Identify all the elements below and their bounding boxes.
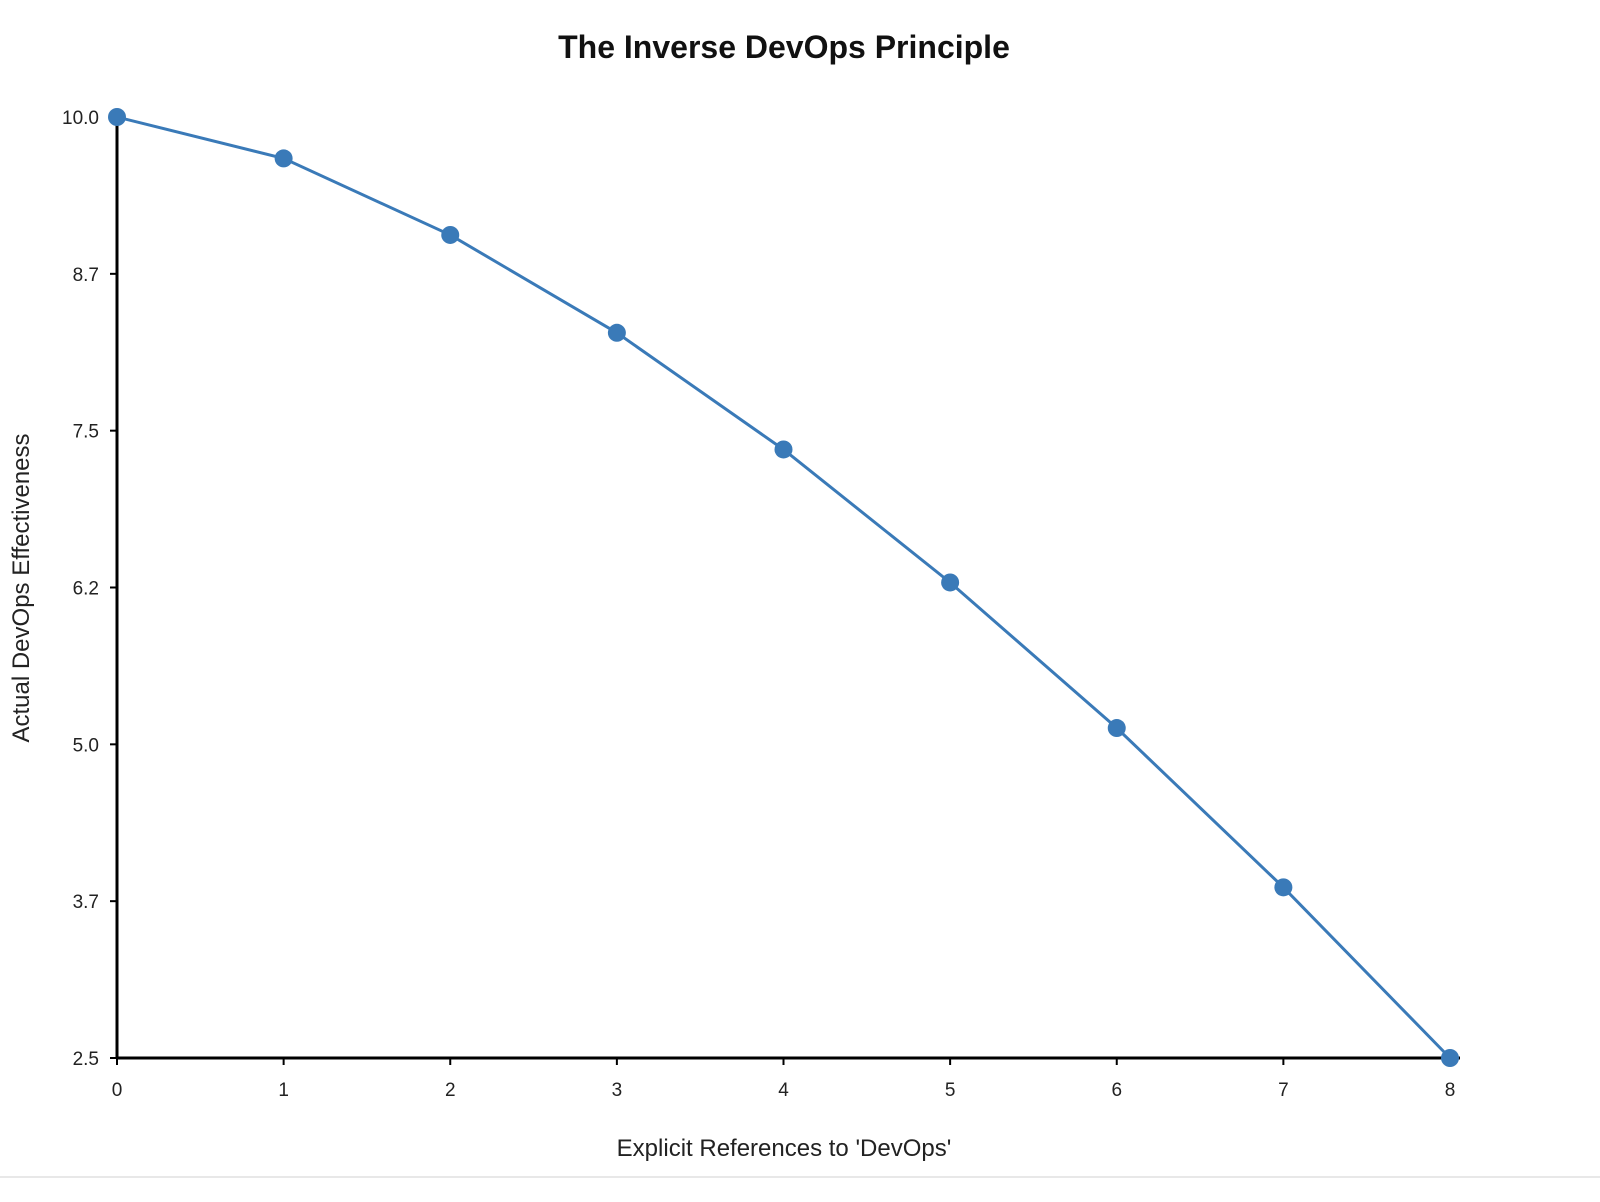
y-tick-label: 2.5 [73,1049,99,1070]
x-tick-label: 8 [1445,1080,1456,1101]
x-axis-label: Explicit References to 'DevOps' [617,1135,952,1162]
data-point [441,225,460,244]
data-point [941,573,960,592]
data-point [274,149,293,168]
x-tick-label: 7 [1278,1080,1289,1101]
x-tick-label: 2 [445,1080,456,1101]
data-point [774,440,793,459]
x-tick-label: 5 [945,1080,956,1101]
x-tick-label: 0 [112,1080,123,1101]
data-point [1441,1049,1459,1067]
y-tick-label: 6.2 [73,579,99,600]
data-point [108,108,126,126]
y-tick-label: 10.0 [62,108,99,129]
y-tick-label: 3.7 [73,892,99,913]
chart-title: The Inverse DevOps Principle [558,29,1010,65]
y-tick-label: 8.7 [73,265,99,286]
data-point [1274,878,1293,897]
x-tick-label: 6 [1111,1080,1122,1101]
y-tick-label: 5.0 [73,735,99,756]
y-tick-label: 7.5 [73,422,99,443]
x-tick-label: 3 [612,1080,623,1101]
x-tick-label: 1 [278,1080,289,1101]
data-point [607,323,626,342]
x-tick-label: 4 [778,1080,789,1101]
y-axis-label: Actual DevOps Effectiveness [8,433,35,742]
data-point [1107,719,1126,738]
series-line [116,115,1452,1060]
